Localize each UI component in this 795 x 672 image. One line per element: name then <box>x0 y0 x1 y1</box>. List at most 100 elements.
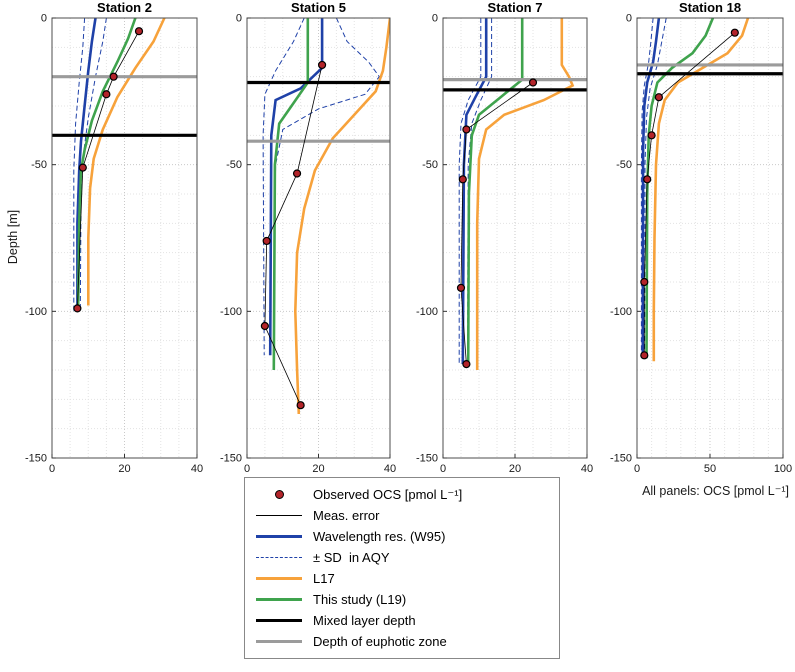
w95-line-icon <box>256 535 302 538</box>
observed-point <box>640 277 649 287</box>
y-tick-label: -50 <box>422 159 438 171</box>
y-tick-label: -100 <box>416 306 438 318</box>
panel-station-18: 0 50 100 0 -50 -100 -150 Station 18 <box>610 0 792 475</box>
y-tick-label: -150 <box>220 453 242 465</box>
legend-swatch <box>249 598 309 601</box>
observed-point <box>647 131 656 140</box>
observed-point <box>262 236 271 246</box>
meas-error-line-icon <box>256 515 302 516</box>
sd-low-line <box>640 18 654 356</box>
observed-point <box>643 175 652 184</box>
x-tick-label: 40 <box>581 463 593 475</box>
l19-line <box>76 18 137 312</box>
legend-item: Meas. error <box>249 505 559 526</box>
l17-line-icon <box>256 577 302 580</box>
observed-ocs-marker-icon <box>274 490 284 499</box>
legend-item: L17 <box>249 568 559 589</box>
l17-line <box>293 18 390 415</box>
w95-line <box>641 18 661 356</box>
y-tick-label: 0 <box>41 13 47 25</box>
panel-title: Station 7 <box>488 0 543 15</box>
y-tick-label: 0 <box>236 13 242 25</box>
l19-line-icon <box>256 598 302 601</box>
legend-swatch <box>249 515 309 516</box>
panel-title: Station 2 <box>97 0 152 15</box>
observed-point <box>296 401 305 410</box>
panel-station-5: 0 20 40 0 -50 -100 -150 Station 5 <box>220 0 396 475</box>
legend-label: Depth of euphotic zone <box>313 634 447 649</box>
x-tick-label: 40 <box>191 463 203 475</box>
observed-point <box>458 175 467 184</box>
w95-line <box>76 18 97 312</box>
observed-point <box>317 60 327 70</box>
x-tick-label: 0 <box>49 463 55 475</box>
x-tick-label: 20 <box>509 463 521 475</box>
sd-low-line <box>73 18 86 312</box>
legend-item: This study (L19) <box>249 589 559 610</box>
observed-point <box>640 351 649 360</box>
sd-high-line <box>273 18 380 356</box>
panels-svg: 0 20 40 0 -50 -100 -150 Station 2 0 20 40 0 -50 -100 -… <box>25 0 792 475</box>
panel-station-7: 0 20 40 0 -50 -100 -150 Station 7 <box>416 0 593 475</box>
observed-point <box>260 321 269 331</box>
legend-label: ± SD in AQY <box>313 550 390 565</box>
observed-point <box>528 78 538 87</box>
y-tick-label: -50 <box>226 159 242 171</box>
panel-title: Station 5 <box>291 0 346 15</box>
legend-swatch <box>249 577 309 580</box>
legend-label: Meas. error <box>313 508 380 523</box>
legend-label: Wavelength res. (W95) <box>313 529 446 544</box>
legend-swatch <box>249 535 309 538</box>
y-tick-label: -150 <box>610 453 632 465</box>
observed-point <box>456 283 466 292</box>
y-tick-label: -50 <box>31 159 47 171</box>
x-tick-label: 40 <box>384 463 396 475</box>
y-tick-label: -50 <box>616 159 632 171</box>
observed-point <box>730 28 739 37</box>
l19-line <box>272 18 310 371</box>
y-tick-label: -150 <box>25 453 47 465</box>
x-tick-label: 20 <box>118 463 130 475</box>
legend-swatch <box>249 619 309 622</box>
w95-line <box>461 18 488 365</box>
y-tick-label: -100 <box>220 306 242 318</box>
legend-item: Wavelength res. (W95) <box>249 526 559 547</box>
all-panels-x-label: All panels: OCS [pmol L⁻¹] <box>642 484 789 498</box>
legend-label: This study (L19) <box>313 592 407 607</box>
observed-point <box>654 93 664 102</box>
x-tick-label: 0 <box>440 463 446 475</box>
observed-point <box>462 125 471 134</box>
x-tick-label: 50 <box>704 463 716 475</box>
sd-high-line <box>644 18 667 356</box>
l17-line <box>87 18 166 306</box>
l17-line <box>475 18 575 370</box>
y-tick-label: -100 <box>610 306 632 318</box>
y-tick-label: -150 <box>416 453 438 465</box>
legend-item: Depth of euphotic zone <box>249 631 559 652</box>
x-tick-label: 0 <box>244 463 250 475</box>
panel-station-2: 0 20 40 0 -50 -100 -150 Station 2 <box>25 0 203 475</box>
observed-point <box>73 304 82 313</box>
legend: Observed OCS [pmol L⁻¹] Meas. error Wavele… <box>244 477 560 659</box>
l17-line <box>652 18 750 362</box>
legend-swatch <box>249 557 309 558</box>
meas-error-line <box>77 31 140 309</box>
observed-point <box>462 360 471 369</box>
legend-label: Mixed layer depth <box>313 613 416 628</box>
sd-low-line <box>458 18 482 365</box>
observed-point <box>134 27 144 36</box>
observed-point <box>102 90 111 99</box>
legend-label: L17 <box>313 571 335 586</box>
x-tick-label: 20 <box>312 463 324 475</box>
observed-point <box>109 72 118 81</box>
panel-title: Station 18 <box>679 0 741 15</box>
observed-point <box>78 163 87 172</box>
x-tick-label: 0 <box>634 463 640 475</box>
legend-swatch <box>249 640 309 643</box>
meas-error-line <box>643 32 736 356</box>
y-tick-label: -100 <box>25 306 47 318</box>
y-tick-label: 0 <box>432 13 438 25</box>
mld-line-icon <box>256 619 302 622</box>
w95-line <box>268 18 324 356</box>
